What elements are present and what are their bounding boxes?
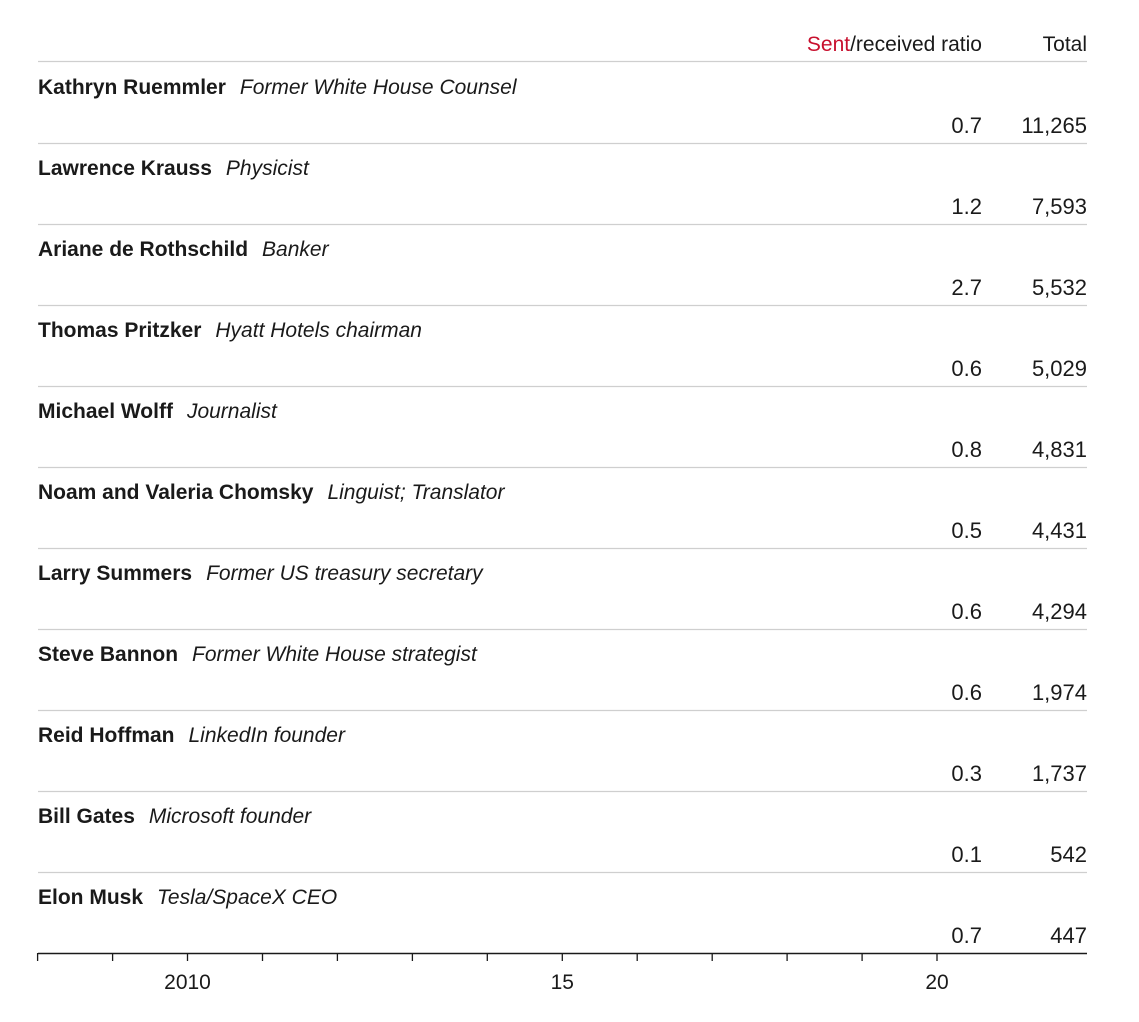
ratio-value: 0.7 <box>951 923 982 948</box>
person-row: Noam and Valeria Chomsky Linguist; Transl… <box>38 481 1087 550</box>
person-label: Bill Gates Microsoft founder <box>38 805 312 828</box>
total-value: 4,831 <box>1032 437 1087 462</box>
ratio-value: 0.6 <box>951 356 982 381</box>
x-tick-label: 2010 <box>164 971 211 994</box>
ratio-value: 2.7 <box>951 275 982 300</box>
person-label: Michael Wolff Journalist <box>38 400 278 423</box>
ratio-value: 0.1 <box>951 842 982 867</box>
person-label: Larry Summers Former US treasury secretar… <box>38 562 484 585</box>
person-label: Kathryn Ruemmler Former White House Couns… <box>38 76 518 99</box>
person-label: Elon Musk Tesla/SpaceX CEO <box>38 886 337 909</box>
person-name: Larry Summers <box>38 562 192 585</box>
total-value: 11,265 <box>1021 113 1087 138</box>
ratio-value: 0.7 <box>951 113 982 138</box>
total-column-header: Total <box>1043 33 1087 56</box>
person-label: Steve Bannon Former White House strategis… <box>38 643 478 666</box>
ratio-value: 0.5 <box>951 518 982 543</box>
person-role: Journalist <box>186 400 278 423</box>
ratio-value: 0.6 <box>951 599 982 624</box>
person-role: Hyatt Hotels chairman <box>215 319 422 342</box>
person-label: Lawrence Krauss Physicist <box>38 157 310 180</box>
total-value: 7,593 <box>1032 194 1087 219</box>
person-row: Thomas Pritzker Hyatt Hotels chairman 0.6 5… <box>38 319 1087 388</box>
total-value: 5,532 <box>1032 275 1087 300</box>
total-value: 4,294 <box>1032 599 1087 624</box>
person-role: LinkedIn founder <box>189 724 346 747</box>
person-rows: Kathryn Ruemmler Former White House Couns… <box>38 76 1087 955</box>
total-value: 1,737 <box>1032 761 1087 786</box>
x-tick-label: 15 <box>551 971 574 994</box>
person-row: Elon Musk Tesla/SpaceX CEO 0.7 447 <box>38 886 1087 955</box>
received-ratio-label: /received ratio <box>850 33 982 56</box>
person-role: Former US treasury secretary <box>206 562 484 585</box>
ratio-value: 0.8 <box>951 437 982 462</box>
total-value: 5,029 <box>1032 356 1087 381</box>
person-name: Noam and Valeria Chomsky <box>38 481 314 504</box>
person-name: Bill Gates <box>38 805 135 828</box>
person-name: Lawrence Krauss <box>38 157 212 180</box>
ratio-value: 0.3 <box>951 761 982 786</box>
ratio-column-header: Sent/received ratio <box>807 33 982 56</box>
ratio-value: 1.2 <box>951 194 982 219</box>
person-name: Ariane de Rothschild <box>38 238 248 261</box>
person-role: Banker <box>262 238 330 261</box>
total-value: 4,431 <box>1032 518 1087 543</box>
person-name: Reid Hoffman <box>38 724 175 747</box>
person-row: Ariane de Rothschild Banker 2.7 5,532 <box>38 238 1087 307</box>
sent-word: Sent <box>807 33 850 56</box>
person-name: Steve Bannon <box>38 643 178 666</box>
x-tick-label: 20 <box>925 971 948 994</box>
person-role: Microsoft founder <box>149 805 312 828</box>
person-row: Lawrence Krauss Physicist 1.2 7,593 <box>38 157 1087 226</box>
person-label: Ariane de Rothschild Banker <box>38 238 330 261</box>
person-label: Thomas Pritzker Hyatt Hotels chairman <box>38 319 422 342</box>
person-row: Michael Wolff Journalist 0.8 4,831 <box>38 400 1087 469</box>
person-role: Former White House Counsel <box>240 76 518 99</box>
person-role: Linguist; Translator <box>327 481 505 504</box>
person-role: Physicist <box>226 157 310 180</box>
person-row: Steve Bannon Former White House strategis… <box>38 643 1087 712</box>
person-row: Reid Hoffman LinkedIn founder 0.3 1,737 <box>38 724 1087 793</box>
total-value: 1,974 <box>1032 680 1087 705</box>
person-label: Reid Hoffman LinkedIn founder <box>38 724 346 747</box>
person-role: Tesla/SpaceX CEO <box>157 886 337 909</box>
ratio-value: 0.6 <box>951 680 982 705</box>
person-name: Thomas Pritzker <box>38 319 201 342</box>
person-row: Bill Gates Microsoft founder 0.1 542 <box>38 805 1087 874</box>
chart-header: Sent/received ratio Total <box>38 33 1087 63</box>
person-name: Elon Musk <box>38 886 143 909</box>
person-row: Larry Summers Former US treasury secretar… <box>38 562 1087 631</box>
person-role: Former White House strategist <box>192 643 478 666</box>
person-name: Michael Wolff <box>38 400 174 423</box>
total-value: 542 <box>1050 842 1087 867</box>
total-value: 447 <box>1050 923 1087 948</box>
person-label: Noam and Valeria Chomsky Linguist; Transl… <box>38 481 505 504</box>
person-name: Kathryn Ruemmler <box>38 76 226 99</box>
x-axis: 2010 15 20 <box>36 953 949 994</box>
person-row: Kathryn Ruemmler Former White House Couns… <box>38 76 1087 145</box>
